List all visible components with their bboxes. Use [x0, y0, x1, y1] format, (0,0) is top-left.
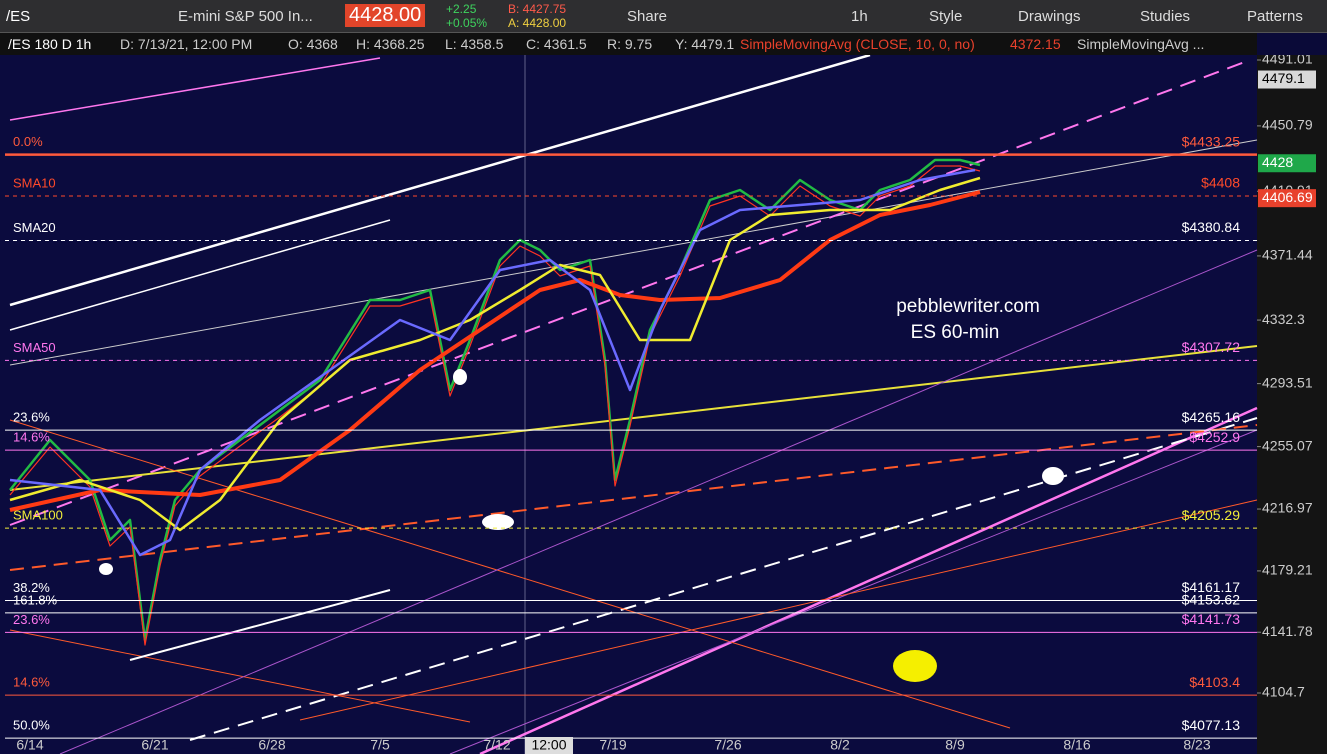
symbol[interactable]: /ES: [6, 8, 31, 25]
info-close: C: 4361.5: [526, 36, 587, 52]
level-left-label: 161.8%: [13, 592, 58, 607]
price-tick-label: 4216.97: [1262, 500, 1313, 516]
plot: pebblewriter.com ES 60-min 4491.01 4450.7…: [0, 55, 1327, 754]
level-left-label: 50.0%: [13, 718, 50, 733]
change: +2.25: [446, 2, 477, 16]
study1-value: 4372.15: [1010, 36, 1061, 52]
ask: A: 4428.00: [508, 16, 567, 30]
level-right-label: $4433.25: [1182, 133, 1241, 149]
level-right-label: $4103.4: [1189, 674, 1240, 690]
interval-button[interactable]: 1h: [851, 8, 868, 25]
level-left-label: SMA100: [13, 508, 63, 523]
studies-button[interactable]: Studies: [1140, 8, 1191, 25]
price-tick-label: 4332.3: [1262, 311, 1305, 327]
date-label: 6/21: [141, 737, 168, 753]
date-label: 8/16: [1063, 737, 1090, 753]
price-badge-label: 4428: [1262, 154, 1293, 170]
marker: [482, 514, 514, 530]
level-right-label: $4380.84: [1182, 219, 1241, 235]
level-left-label: 14.6%: [13, 430, 50, 445]
study1: SimpleMovingAvg (CLOSE, 10, 0, no): [740, 36, 975, 52]
price-badge: [1258, 70, 1316, 89]
price-tick-label: 4293.51: [1262, 374, 1313, 390]
share-button[interactable]: Share: [627, 8, 668, 25]
instrument-name: E-mini S&P 500 In...: [178, 8, 313, 25]
level-left-label: 0.0%: [13, 134, 43, 149]
date-label: 7/5: [370, 737, 390, 753]
price-tick-label: 4491.01: [1262, 55, 1313, 67]
price-tick-label: 4255.07: [1262, 437, 1313, 453]
level-right-label: $4265.16: [1182, 409, 1241, 425]
info-bar: /ES 180 D 1h D: 7/13/21, 12:00 PM O: 436…: [0, 33, 1257, 55]
bid: B: 4427.75: [508, 2, 567, 16]
date-label: 6/14: [16, 737, 43, 753]
price-tick-label: 4371.44: [1262, 247, 1313, 263]
study2: SimpleMovingAvg ...: [1077, 36, 1205, 52]
level-right-label: $4153.62: [1182, 592, 1241, 608]
date-label: 8/2: [830, 737, 850, 753]
marker: [1042, 467, 1064, 485]
info-date: D: 7/13/21, 12:00 PM: [120, 36, 253, 52]
marker: [99, 563, 113, 575]
level-left-label: 38.2%: [13, 580, 50, 595]
date-label: 7/12: [483, 737, 510, 753]
date-label: 8/23: [1183, 737, 1210, 753]
level-right-label: $4205.29: [1182, 507, 1241, 523]
patterns-button[interactable]: Patterns: [1247, 8, 1303, 25]
change-pct: +0.05%: [446, 16, 488, 30]
level-right-label: $4408: [1201, 175, 1240, 191]
info-open: O: 4368: [288, 36, 338, 52]
watermark: pebblewriter.com: [896, 296, 1040, 317]
info-high: H: 4368.25: [356, 36, 425, 52]
level-left-label: 14.6%: [13, 675, 50, 690]
plot-bg: [0, 55, 1257, 754]
date-label: 12:00: [531, 737, 566, 753]
level-right-label: $4307.72: [1182, 339, 1241, 355]
marker: [453, 369, 467, 385]
level-left-label: 23.6%: [13, 612, 50, 627]
date-label: 8/9: [945, 737, 965, 753]
drawings-button[interactable]: Drawings: [1018, 8, 1081, 25]
level-left-label: SMA20: [13, 220, 56, 235]
level-right-label: $4077.13: [1182, 717, 1241, 733]
style-button[interactable]: Style: [929, 8, 963, 25]
info-y: Y: 4479.1: [675, 36, 735, 52]
date-label: 6/28: [258, 737, 285, 753]
toolbar: /ES E-mini S&P 500 In... 4428.00 +2.25 +…: [0, 0, 1327, 33]
trendlines: [9, 55, 1258, 754]
level-right-label: $4141.73: [1182, 611, 1241, 627]
price-badge-label: 4406.69: [1262, 189, 1313, 205]
price-tick-label: 4179.21: [1262, 562, 1313, 578]
price-tick-label: 4104.7: [1262, 684, 1305, 700]
price-badge-label: 4479.1: [1262, 70, 1305, 86]
crosshair-date-bg: [525, 737, 573, 754]
level-left-label: SMA50: [13, 340, 56, 355]
price-badge: [1258, 189, 1316, 208]
chart: pebblewriter.com ES 60-min 4491.01 4450.7…: [0, 55, 1327, 754]
date-label: 7/19: [599, 737, 626, 753]
level-right-label: $4161.17: [1182, 579, 1241, 595]
last-price: 4428.00: [345, 4, 426, 27]
price-tick-label: 4141.78: [1262, 623, 1313, 639]
info-symbol: /ES 180 D 1h: [8, 36, 92, 52]
info-range: R: 9.75: [607, 36, 653, 52]
price-tick-label: 4450.79: [1262, 117, 1313, 133]
price-badge: [1258, 154, 1316, 173]
marker: [893, 650, 937, 682]
date-label: 7/26: [714, 737, 741, 753]
watermark: ES 60-min: [911, 322, 1000, 343]
level-left-label: SMA10: [13, 175, 56, 190]
level-left-label: 23.6%: [13, 410, 50, 425]
level-right-label: $4252.9: [1189, 429, 1240, 445]
info-low: L: 4358.5: [445, 36, 504, 52]
